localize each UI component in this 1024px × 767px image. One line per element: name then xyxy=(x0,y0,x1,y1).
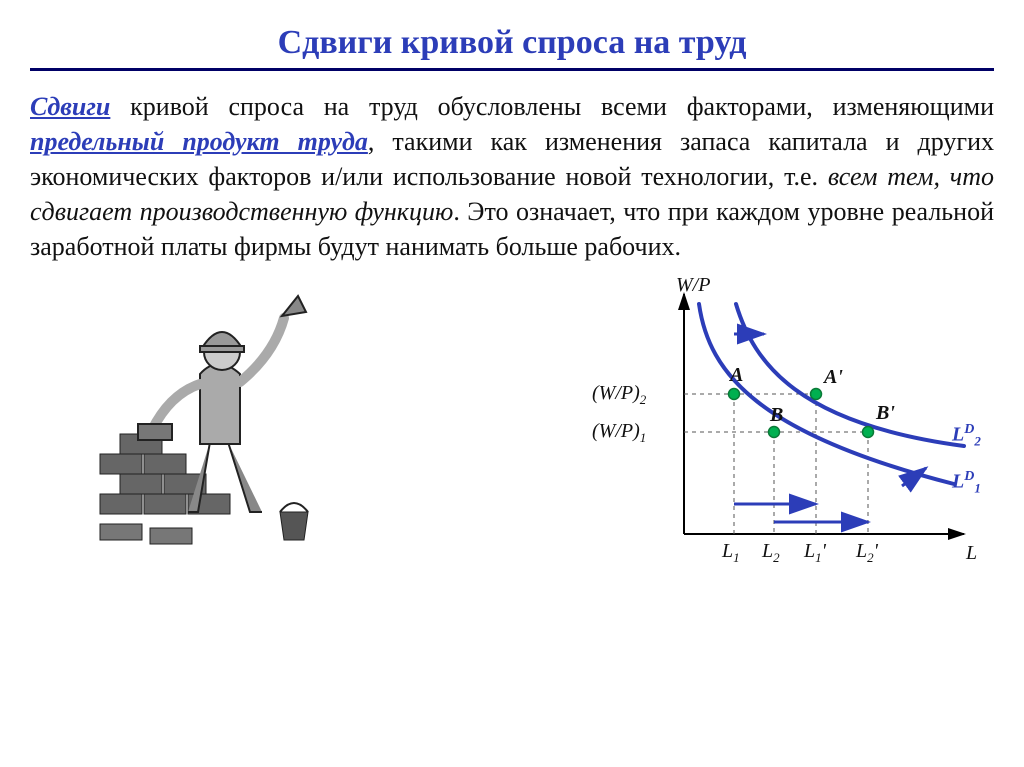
chart-label: LD1 xyxy=(952,469,981,497)
chart-label: (W/P)2 xyxy=(592,382,646,408)
title-divider xyxy=(30,68,994,71)
chart-label: L2 xyxy=(762,540,780,566)
labor-demand-chart: W/P L LD1 LD2 A A' B B' (W/P)2 (W/P)1 L1 L2 L1' L2' xyxy=(574,274,994,584)
chart-label: (W/P)1 xyxy=(592,420,646,446)
chart-label: L xyxy=(966,542,977,565)
worker-illustration xyxy=(90,274,350,554)
para-emph: предельный продукт труда xyxy=(30,127,368,156)
chart-label: L1 xyxy=(722,540,740,566)
chart-label: A' xyxy=(824,366,843,389)
main-paragraph: Сдвиги кривой спроса на труд обусловлены… xyxy=(30,89,994,264)
content-row: W/P L LD1 LD2 A A' B B' (W/P)2 (W/P)1 L1 L2 L1' L2' xyxy=(30,274,994,584)
chart-label: B' xyxy=(876,402,895,425)
page-title: Сдвиги кривой спроса на труд xyxy=(30,24,994,62)
chart-label: B xyxy=(770,404,783,427)
chart-label: LD2 xyxy=(952,422,981,450)
chart-label: A xyxy=(730,364,743,387)
lead-word: Сдвиги xyxy=(30,92,110,121)
para-seg1: кривой спроса на труд обусловлены всеми … xyxy=(110,92,994,121)
chart-label: L2' xyxy=(856,540,878,566)
chart-label: W/P xyxy=(676,274,710,297)
chart-label: L1' xyxy=(804,540,826,566)
